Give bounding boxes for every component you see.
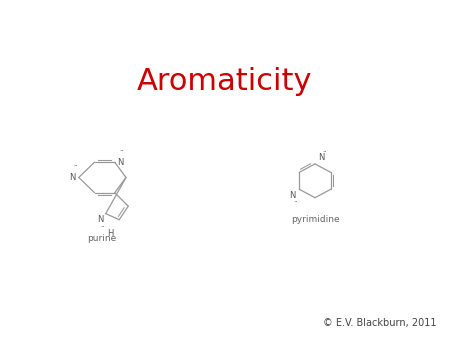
Text: pyrimidine: pyrimidine [291, 215, 339, 224]
Text: N: N [97, 215, 103, 224]
Text: ··: ·· [73, 163, 77, 169]
Text: purine: purine [86, 234, 116, 243]
Text: N: N [319, 153, 325, 162]
Text: Aromaticity: Aromaticity [137, 67, 313, 96]
Text: ··: ·· [293, 199, 298, 206]
Text: © E.V. Blackburn, 2011: © E.V. Blackburn, 2011 [323, 318, 436, 328]
Text: N: N [117, 158, 124, 167]
Text: H: H [107, 229, 113, 238]
Text: ··: ·· [100, 224, 104, 230]
Text: N: N [289, 191, 296, 200]
Text: ··: ·· [322, 149, 327, 155]
Text: N: N [69, 173, 75, 182]
Text: ··: ·· [120, 148, 124, 154]
